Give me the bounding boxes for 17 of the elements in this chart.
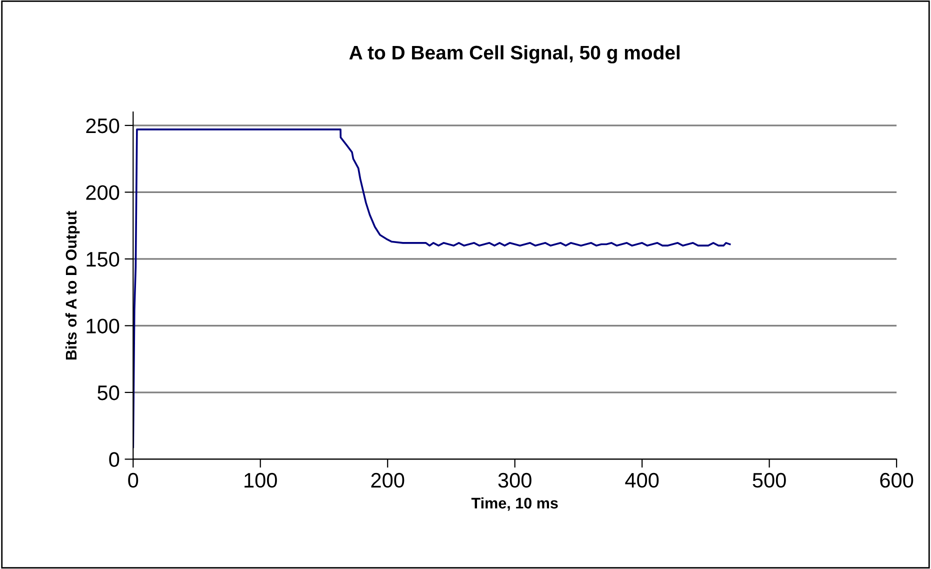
x-tick-label: 200: [371, 472, 404, 488]
line-series: [133, 128, 731, 448]
x-axis-title: Time, 10 ms: [471, 497, 558, 511]
y-tick-label: 50: [98, 385, 120, 400]
x-tick-label: 0: [128, 472, 138, 488]
y-tick-label: 200: [86, 185, 120, 200]
x-tick-label: 500: [752, 472, 786, 488]
x-tick-label: 600: [880, 472, 914, 488]
chart-title: A to D Beam Cell Signal, 50 g model: [349, 45, 680, 64]
x-tick-label: 100: [244, 472, 277, 488]
x-tick-label: 300: [498, 472, 532, 488]
y-axis-title: Bits of A to D Output: [65, 210, 80, 360]
y-tick-label: 250: [86, 118, 120, 134]
y-tick-label: 100: [86, 318, 120, 334]
y-tick-label: 0: [109, 452, 120, 467]
x-tick-label: 400: [625, 472, 659, 488]
y-tick-label: 150: [86, 252, 120, 267]
